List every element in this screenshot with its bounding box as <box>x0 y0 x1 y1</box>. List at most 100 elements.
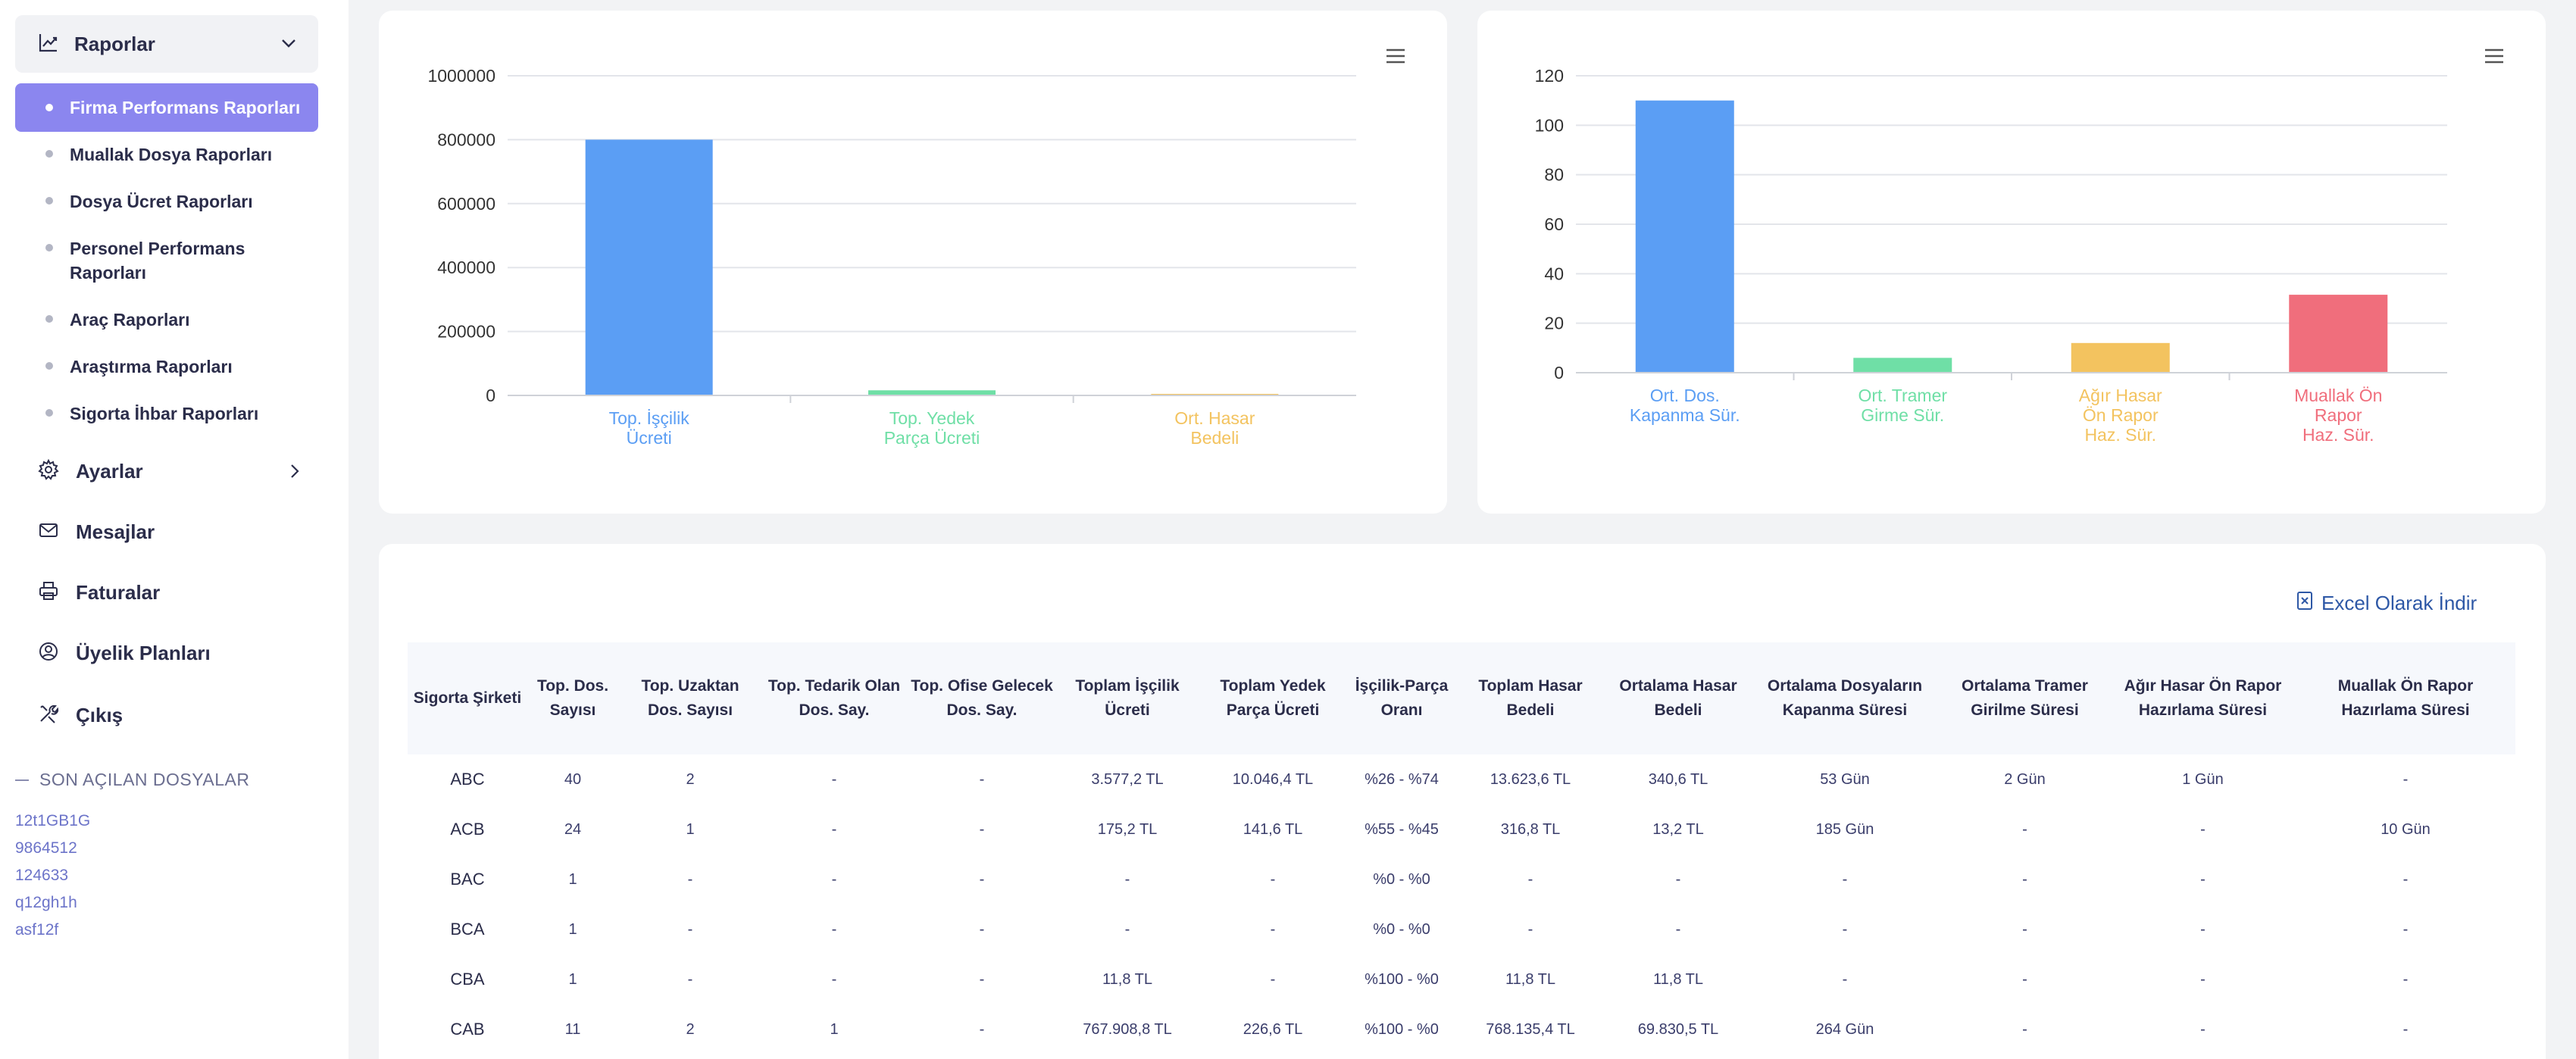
table-row[interactable]: CBA 1 - - - 11,8 TL - %100 - %0 11,8 TL 11,8 TL - -… <box>408 954 2515 1004</box>
bar[interactable] <box>2071 342 2170 373</box>
column-header[interactable]: Sigorta Şirketi <box>413 689 522 707</box>
bar[interactable] <box>585 139 713 395</box>
column-header[interactable]: Top. Tedarik Olan Dos. Say. <box>767 677 901 719</box>
column-header[interactable]: Ortalama Tramer Girilme Süresi <box>1962 677 2088 719</box>
y-tick-label: 60 <box>1544 214 1564 234</box>
bullet-icon <box>45 315 53 323</box>
sidebar-item-mesajlar[interactable]: Mesajlar <box>38 517 155 547</box>
chart-menu-icon[interactable] <box>1385 47 1406 69</box>
y-tick-label: 800000 <box>437 130 496 149</box>
sidebar-item-arac[interactable]: Araç Raporları <box>45 308 297 332</box>
sidebar-item-label: Üyelik Planları <box>76 641 211 664</box>
sidebar-item-uyelik-planlari[interactable]: Üyelik Planları <box>38 638 211 668</box>
table-cell: - <box>831 870 837 888</box>
duration-chart-card: 0 20 40 60 80 100 120 Ort. Dos. Kapanma Sür. Ort.… <box>1477 11 2546 514</box>
bar[interactable] <box>1635 100 1734 373</box>
bar[interactable] <box>2289 295 2388 373</box>
x-category-label: Bedeli <box>1190 428 1239 448</box>
table-cell: %26 - %74 <box>1365 770 1439 788</box>
x-category-label: Ağır Hasar <box>2079 386 2162 405</box>
bullet-icon <box>45 197 53 205</box>
table-cell: - <box>979 970 985 988</box>
column-header[interactable]: İşçilik-Parça Oranı <box>1355 677 1449 719</box>
y-tick-label: 40 <box>1544 264 1564 283</box>
recent-file-link[interactable]: q12gh1h <box>15 894 77 911</box>
table-cell: - <box>831 770 837 788</box>
table-cell: 226,6 TL <box>1243 1020 1303 1038</box>
sidebar-item-label: Faturalar <box>76 580 161 604</box>
table-cell: - <box>2022 970 2027 988</box>
table-cell: - <box>2200 870 2206 888</box>
table-row[interactable]: CAB 11 2 1 - 767.908,8 TL 226,6 TL %100 - %0 768… <box>408 1004 2515 1054</box>
sidebar-item-muallak-dosya[interactable]: Muallak Dosya Raporları <box>45 142 297 167</box>
company-cell: CBA <box>450 970 485 989</box>
cost-chart-card: 0 200000 400000 600000 800000 1000000 Top. İşç… <box>379 11 1447 514</box>
column-header[interactable]: Top. Ofise Gelecek Dos. Say. <box>911 677 1053 719</box>
table-cell: 11,8 TL <box>1653 970 1703 988</box>
column-header[interactable]: Toplam Yedek Parça Ücreti <box>1220 677 1326 719</box>
column-header[interactable]: Toplam İşçilik Ücreti <box>1075 677 1180 719</box>
reports-menu-toggle[interactable]: Raporlar <box>15 15 318 73</box>
table-cell: 10.046,4 TL <box>1232 770 1314 788</box>
table-row[interactable]: ACB 24 1 - - 175,2 TL 141,6 TL %55 - %45 316,8 T… <box>408 804 2515 854</box>
table-cell: - <box>831 820 837 838</box>
recent-file-link[interactable]: 12t1GB1G <box>15 812 91 829</box>
sidebar: Raporlar Firma Performans Raporları Mual… <box>0 0 349 1059</box>
table-cell: - <box>1842 970 1848 988</box>
recent-file-link[interactable]: asf12f <box>15 921 59 939</box>
sidebar-item-arastirma[interactable]: Araştırma Raporları <box>45 355 297 379</box>
chevron-down-icon <box>279 33 299 57</box>
sidebar-item-personel-performans[interactable]: Personel Performans Raporları <box>45 236 297 285</box>
table-cell: 53 Gün <box>1820 770 1870 788</box>
sidebar-item-sigorta-ihbar[interactable]: Sigorta İhbar Raporları <box>45 401 297 426</box>
table-cell: - <box>2022 920 2027 938</box>
column-header[interactable]: Ortalama Dosyaların Kapanma Süresi <box>1767 677 1923 719</box>
table-cell: - <box>2200 820 2206 838</box>
sidebar-item-cikis[interactable]: Çıkış <box>38 700 123 730</box>
x-category-label: Muallak Ön <box>2294 386 2382 405</box>
sidebar-item-ayarlar[interactable]: Ayarlar <box>38 456 303 486</box>
column-header[interactable]: Muallak Ön Rapor Hazırlama Süresi <box>2337 677 2474 719</box>
table-cell: - <box>979 770 985 788</box>
bullet-icon <box>45 244 53 251</box>
sidebar-item-label: Araştırma Raporları <box>70 357 233 376</box>
table-cell: %0 - %0 <box>1373 870 1430 888</box>
chart-menu-icon[interactable] <box>2484 47 2505 69</box>
sidebar-item-label: Firma Performans Raporları <box>70 97 301 117</box>
sidebar-item-firma-performans[interactable]: Firma Performans Raporları <box>15 83 318 132</box>
column-header[interactable]: Ortalama Hasar Bedeli <box>1619 677 1737 719</box>
table-row[interactable]: BAC 1 - - - - - %0 - %0 - - - - - - <box>408 854 2515 904</box>
table-cell: - <box>2402 970 2409 988</box>
table-cell: - <box>1675 920 1681 938</box>
company-cell: CAB <box>450 1020 485 1039</box>
table-cell: %100 - %0 <box>1365 970 1439 988</box>
bullet-icon <box>45 104 53 111</box>
bar[interactable] <box>868 390 996 395</box>
y-tick-label: 0 <box>486 386 496 405</box>
gear-icon <box>38 458 59 484</box>
sidebar-item-dosya-ucret[interactable]: Dosya Ücret Raporları <box>45 189 297 214</box>
excel-download-button[interactable]: Excel Olarak İndir <box>2296 591 2477 616</box>
table-row[interactable]: ABC 40 2 - - 3.577,2 TL 10.046,4 TL %26 - %74 13… <box>408 754 2515 804</box>
bar[interactable] <box>1853 358 1952 373</box>
table-cell: 767.908,8 TL <box>1083 1020 1172 1038</box>
column-header[interactable]: Top. Dos. Sayısı <box>536 677 609 719</box>
column-header[interactable]: Ağır Hasar Ön Rapor Hazırlama Süresi <box>2124 677 2282 719</box>
sidebar-item-label: Sigorta İhbar Raporları <box>70 404 259 423</box>
column-header[interactable]: Top. Uzaktan Dos. Sayısı <box>641 677 739 719</box>
printer-icon <box>38 580 59 605</box>
table-row[interactable]: BCA 1 - - - - - %0 - %0 - - - - - - <box>408 904 2515 954</box>
recent-file-link[interactable]: 124633 <box>15 867 69 884</box>
sidebar-item-label: Dosya Ücret Raporları <box>70 192 253 211</box>
x-category-label: Parça Ücreti <box>884 428 980 448</box>
y-tick-label: 80 <box>1544 165 1564 185</box>
recent-files-title: SON AÇILAN DOSYALAR <box>39 770 250 789</box>
recent-files-heading: SON AÇILAN DOSYALAR <box>15 770 250 790</box>
table-cell: - <box>2200 1020 2206 1038</box>
recent-file-link[interactable]: 9864512 <box>15 839 77 857</box>
column-header[interactable]: Toplam Hasar Bedeli <box>1478 677 1583 719</box>
sidebar-item-label: Çıkış <box>76 703 123 726</box>
table-cell: 11,8 TL <box>1505 970 1555 988</box>
sidebar-item-faturalar[interactable]: Faturalar <box>38 577 160 608</box>
table-cell: - <box>687 970 693 988</box>
